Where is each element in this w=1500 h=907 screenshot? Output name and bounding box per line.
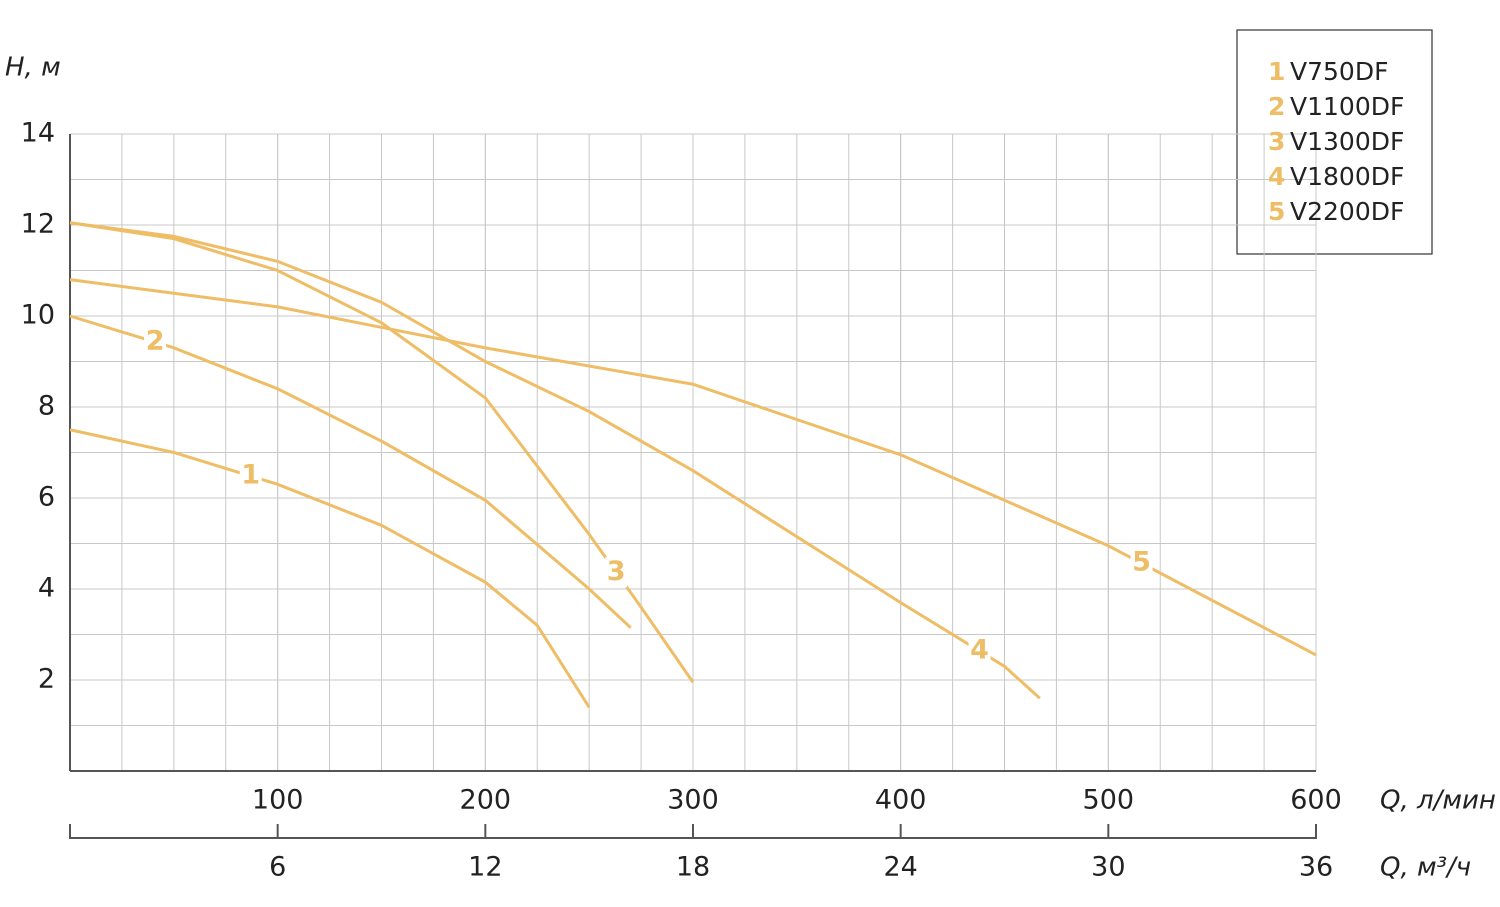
y-tick-label: 6: [38, 482, 55, 513]
x2-tick-label: 6: [269, 852, 286, 883]
curve-label: 5: [1132, 547, 1151, 578]
y-tick-label: 12: [21, 209, 55, 240]
y-axis-label: H, м: [5, 53, 61, 83]
curve: [69, 278, 1317, 657]
legend-label: V2200DF: [1290, 197, 1404, 226]
legend-number: 3: [1268, 127, 1285, 156]
legend-number: 5: [1268, 197, 1285, 226]
x-tick-label: 600: [1290, 785, 1342, 816]
y-tick-label: 14: [21, 118, 55, 149]
x2-tick-label: 30: [1091, 852, 1125, 883]
curve: [69, 221, 695, 684]
legend-box: [1236, 29, 1433, 255]
legend-label: V750DF: [1290, 57, 1388, 86]
x2-tick-label: 36: [1299, 852, 1333, 883]
x2-tick-label: 12: [468, 852, 502, 883]
x-tick-label: 500: [1083, 785, 1135, 816]
x-tick-label: 200: [460, 785, 512, 816]
curve: [69, 314, 632, 629]
curve-label-bg: [239, 461, 262, 492]
legend-number: 2: [1268, 92, 1285, 121]
x-axis-label: Q, л/мин: [1380, 786, 1496, 816]
curve-label-bg: [1130, 548, 1153, 579]
legend-label: V1300DF: [1290, 127, 1404, 156]
x2-tick-label: 18: [676, 852, 710, 883]
legend-label: V1100DF: [1290, 92, 1404, 121]
legend-number: 1: [1268, 57, 1285, 86]
y-tick-label: 2: [38, 664, 55, 695]
x2-axis-label: Q, м³/ч: [1380, 853, 1471, 883]
curve-label: 4: [970, 635, 989, 666]
x-tick-label: 400: [875, 785, 927, 816]
y-tick-label: 8: [38, 391, 55, 422]
curve: [69, 428, 591, 709]
curve-label: 1: [241, 460, 260, 491]
curve-label: 2: [146, 326, 165, 357]
curve: [69, 221, 1041, 700]
curve-label-bg: [144, 327, 167, 358]
x-tick-label: 100: [252, 785, 304, 816]
curve-label-bg: [968, 636, 991, 667]
curve-label-bg: [605, 557, 628, 588]
y-tick-label: 4: [38, 573, 55, 604]
legend-number: 4: [1268, 162, 1285, 191]
curve-label: 3: [607, 556, 626, 587]
x2-tick-label: 24: [883, 852, 917, 883]
x-tick-label: 300: [667, 785, 719, 816]
y-tick-label: 10: [21, 300, 55, 331]
legend-label: V1800DF: [1290, 162, 1404, 191]
